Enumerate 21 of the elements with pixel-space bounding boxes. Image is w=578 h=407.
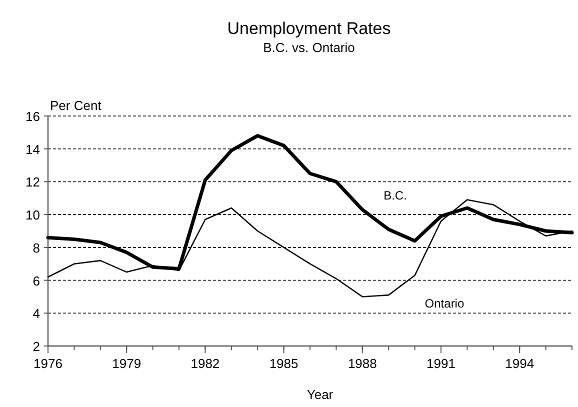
x-tick-label: 1982 [190, 356, 220, 371]
y-tick-label: 10 [26, 208, 40, 223]
series-label: Ontario [424, 296, 464, 310]
x-tick-label: 1988 [348, 356, 377, 371]
y-tick-label: 14 [26, 142, 40, 157]
x-tick-label: 1991 [426, 356, 456, 371]
x-tick-label: 1976 [34, 356, 62, 371]
series-label: B.C. [384, 188, 407, 202]
chart-title: Unemployment Rates [227, 19, 391, 38]
x-tick-label: 1994 [505, 356, 534, 371]
x-tick-label: 1979 [112, 356, 142, 371]
y-axis-title: Per Cent [50, 98, 102, 113]
x-axis-title: Year [306, 387, 334, 402]
y-tick-label: 8 [32, 240, 40, 256]
chart-subtitle: B.C. vs. Ontario [263, 40, 355, 55]
y-tick-label: 6 [32, 273, 40, 288]
x-tick-label: 1985 [269, 356, 298, 371]
y-tick-label: 4 [32, 306, 40, 322]
y-tick-label: 2 [32, 339, 40, 354]
y-tick-label: 12 [26, 174, 40, 190]
y-tick-label: 16 [26, 109, 40, 124]
